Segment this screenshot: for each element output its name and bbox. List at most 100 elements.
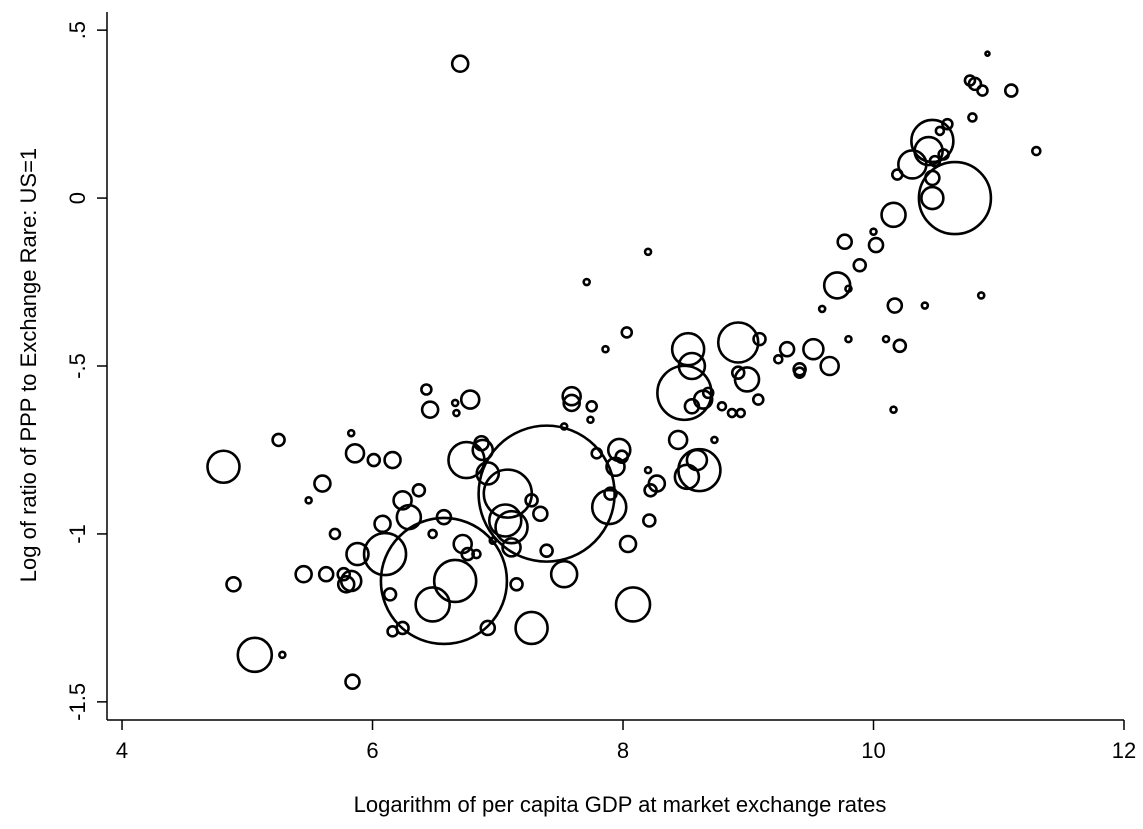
- bubble: [420, 383, 433, 396]
- bubble: [479, 619, 497, 637]
- x-tick-label: 6: [366, 738, 378, 763]
- x-axis-label: Logarithm of per capita GDP at market ex…: [354, 792, 887, 817]
- bubble: [819, 355, 840, 377]
- bubble: [941, 117, 954, 131]
- bubble: [614, 586, 652, 623]
- x-tick-label: 12: [1112, 738, 1136, 763]
- bubble: [562, 393, 581, 413]
- bubble: [701, 386, 715, 400]
- bubble: [339, 569, 363, 593]
- bubble: [677, 351, 707, 381]
- y-tick-label: -.5: [65, 353, 90, 379]
- bubble: [509, 577, 524, 592]
- bubble: [383, 450, 402, 470]
- bubble: [586, 415, 595, 425]
- bubble: [373, 514, 392, 534]
- bubble: [1031, 145, 1042, 157]
- x-tick-label: 8: [617, 738, 629, 763]
- bubble: [733, 366, 761, 393]
- bubble: [881, 334, 891, 344]
- bubble: [984, 50, 991, 57]
- bubble: [379, 516, 509, 646]
- bubble: [344, 673, 361, 691]
- bubble: [710, 435, 719, 445]
- bubble: [889, 405, 898, 414]
- y-tick-label: -1: [65, 524, 90, 544]
- bubble: [910, 118, 955, 164]
- bubble: [792, 362, 807, 377]
- bubble: [344, 443, 366, 464]
- bubble: [603, 486, 618, 501]
- bubble: [395, 620, 410, 636]
- bubble: [336, 566, 352, 582]
- bubble: [778, 340, 796, 358]
- bubble: [345, 541, 370, 567]
- bubble: [304, 496, 313, 505]
- bubble: [934, 125, 946, 137]
- bubble: [880, 201, 907, 229]
- bubble: [844, 334, 853, 344]
- bubble: [667, 429, 689, 451]
- bubble: [802, 337, 825, 361]
- bubble: [362, 531, 408, 577]
- bubble: [471, 548, 482, 560]
- bubble: [967, 112, 978, 123]
- bubble: [278, 650, 287, 660]
- bubble: [328, 527, 342, 541]
- bubble: [852, 257, 868, 273]
- bubble: [670, 331, 706, 367]
- bubble: [313, 474, 332, 493]
- bubble: [836, 233, 854, 251]
- bubble: [582, 277, 591, 287]
- bubble: [920, 301, 930, 310]
- bubble: [395, 503, 423, 531]
- bubble: [1003, 83, 1019, 98]
- bubble: [643, 465, 653, 475]
- bubble: [920, 185, 945, 211]
- bubble: [844, 284, 853, 294]
- bubble: [685, 448, 709, 472]
- bubble: [432, 558, 478, 604]
- bubble: [411, 482, 427, 498]
- bubble: [225, 576, 242, 593]
- bubble: [590, 488, 628, 526]
- y-tick-label: -1.5: [65, 683, 90, 721]
- bubble: [793, 366, 806, 380]
- y-axis-label: Log of ratio of PPP to Exchange Rare: US…: [16, 148, 41, 582]
- bubble: [601, 344, 610, 354]
- bubble: [886, 297, 904, 314]
- y-tick-label: .5: [65, 21, 90, 39]
- bubble: [450, 54, 470, 74]
- bubble: [967, 76, 983, 92]
- bubble: [773, 353, 784, 365]
- bubble: [867, 236, 885, 254]
- bubble: [477, 424, 616, 563]
- bubble: [620, 326, 634, 339]
- bubble: [382, 587, 398, 602]
- bubble: [937, 148, 950, 161]
- bubble: [532, 505, 549, 523]
- bubble: [475, 461, 501, 486]
- bubble: [414, 586, 451, 623]
- bubble: [716, 401, 728, 412]
- bubble: [450, 398, 460, 408]
- bubble: [366, 452, 382, 468]
- bubble: [618, 534, 638, 554]
- bubble: [730, 365, 746, 381]
- bubble: [236, 636, 274, 674]
- bubble: [716, 321, 760, 364]
- y-tick-label: 0: [65, 192, 90, 204]
- bubble: [976, 291, 986, 300]
- bubble: [494, 509, 529, 545]
- bubble: [817, 304, 827, 314]
- bubble: [459, 389, 481, 410]
- bubble: [514, 610, 549, 646]
- x-tick-label: 4: [116, 738, 128, 763]
- bubble: [452, 408, 461, 418]
- x-tick-label: 10: [861, 738, 885, 763]
- bubble: [524, 493, 539, 508]
- bubble: [294, 564, 313, 584]
- bubble: [751, 393, 765, 406]
- bubble: [561, 385, 582, 407]
